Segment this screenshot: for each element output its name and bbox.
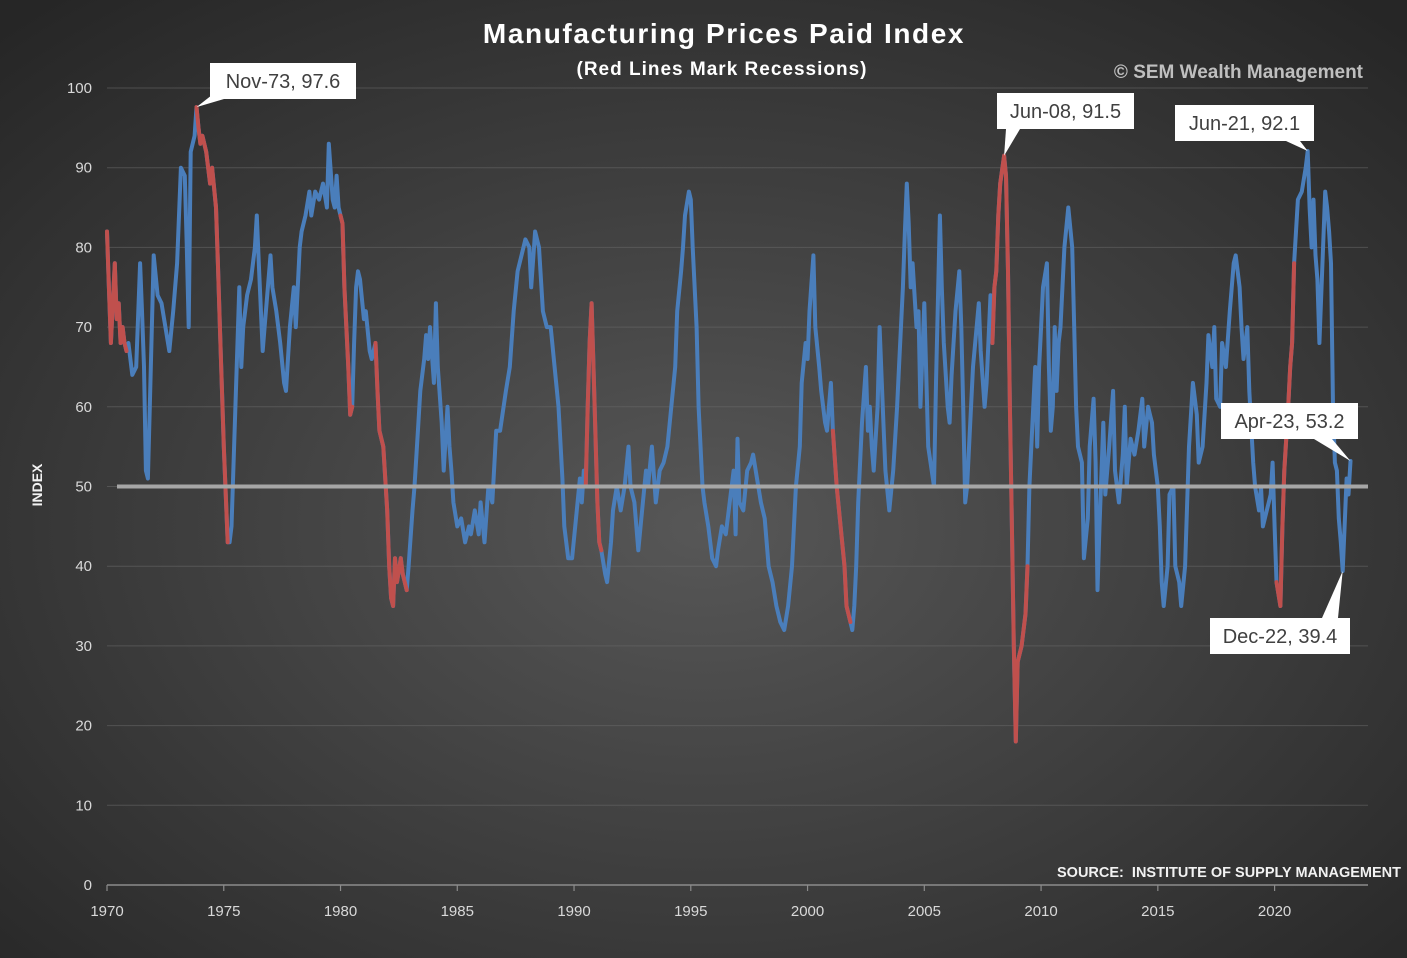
x-tick-label: 1990 — [557, 903, 590, 920]
callout-pointer — [1322, 571, 1343, 618]
copyright-watermark: © SEM Wealth Management — [1114, 62, 1364, 83]
recession-segment — [194, 105, 230, 545]
x-tick-label: 1975 — [207, 903, 240, 920]
callout-pointer — [1314, 439, 1351, 461]
callout-box — [1221, 403, 1358, 439]
y-tick-label: 40 — [75, 558, 92, 575]
chart-title: Manufacturing Prices Paid Index — [483, 18, 965, 49]
y-tick-label: 80 — [75, 239, 92, 256]
callout-box — [997, 93, 1134, 129]
recession-segment — [105, 229, 129, 353]
x-tick-label: 2010 — [1024, 903, 1057, 920]
y-tick-label: 50 — [75, 479, 92, 496]
callout-pointer — [1286, 141, 1308, 151]
recession-segment — [583, 301, 604, 553]
x-tick-label: 1980 — [324, 903, 357, 920]
y-tick-label: 70 — [75, 319, 92, 336]
y-tick-label: 0 — [84, 877, 92, 894]
series-line — [105, 105, 1353, 744]
callout: Jun-21, 92.1 — [1175, 105, 1314, 151]
recession-segment — [373, 341, 409, 608]
callout-label: Jun-08, 91.5 — [1010, 101, 1121, 123]
x-tick-label: 2000 — [791, 903, 824, 920]
recession-segment — [830, 428, 853, 624]
x-tick-label: 2015 — [1141, 903, 1174, 920]
y-tick-label: 90 — [75, 160, 92, 177]
recession-segment — [338, 213, 355, 417]
callout-pointer — [1004, 129, 1020, 156]
chart-subtitle: (Red Lines Mark Recessions) — [577, 59, 868, 80]
x-tick-label: 2020 — [1258, 903, 1291, 920]
x-tick-label: 1970 — [90, 903, 123, 920]
x-tick-label: 2005 — [908, 903, 941, 920]
y-tick-labels: 0 10 20 30 40 50 60 70 80 90 100 — [67, 80, 92, 894]
callout: Jun-08, 91.5 — [997, 93, 1134, 156]
y-tick-label: 20 — [75, 718, 92, 735]
y-tick-label: 60 — [75, 399, 92, 416]
callout: Apr-23, 53.2 — [1221, 403, 1358, 461]
callout-box — [210, 63, 356, 99]
callout-box — [1210, 618, 1350, 654]
x-tick-label: 1985 — [441, 903, 474, 920]
callout-label: Dec-22, 39.4 — [1223, 626, 1338, 648]
y-axis-label: INDEX — [29, 463, 45, 506]
source-note: SOURCE: INSTITUTE OF SUPPLY MANAGEMENT — [1057, 865, 1401, 881]
callout-label: Apr-23, 53.2 — [1234, 411, 1344, 433]
callouts: Nov-73, 97.6 Jun-08, 91.5 Jun-21, 92.1 Apr-… — [196, 63, 1358, 654]
gridlines — [107, 87, 1368, 806]
x-axis: 1970 1975 1980 1985 1990 1995 2000 2005 2010 2015… — [90, 884, 1368, 920]
recession-segment — [990, 153, 1030, 744]
y-tick-label: 30 — [75, 638, 92, 655]
callout-label: Jun-21, 92.1 — [1189, 113, 1300, 135]
callout: Dec-22, 39.4 — [1210, 571, 1350, 654]
callout-box — [1175, 105, 1314, 141]
callout: Nov-73, 97.6 — [196, 63, 356, 108]
callout-label: Nov-73, 97.6 — [226, 71, 341, 93]
y-tick-label: 100 — [67, 80, 92, 97]
y-tick-label: 10 — [75, 797, 92, 814]
x-tick-label: 1995 — [674, 903, 707, 920]
